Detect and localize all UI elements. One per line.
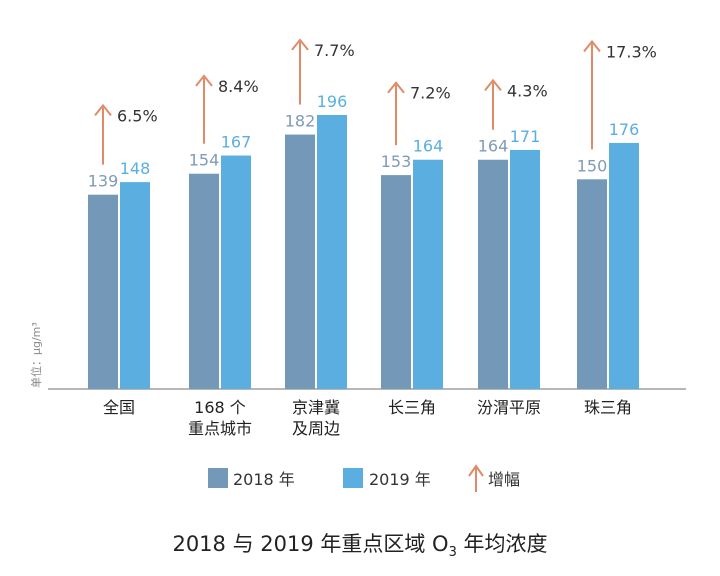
growth-arrow-head bbox=[195, 74, 213, 87]
chart-title-subscript: 3 bbox=[448, 545, 457, 561]
bar-2019 bbox=[510, 149, 540, 389]
data-label-2018: 150 bbox=[577, 156, 608, 175]
chart-title-tail: 年均浓度 bbox=[456, 532, 548, 556]
bar-2018 bbox=[88, 194, 118, 389]
legend-label-2018: 2018 年 bbox=[233, 470, 295, 489]
growth-arrow-head bbox=[387, 81, 405, 94]
bar-2019 bbox=[317, 115, 347, 389]
data-label-2019: 167 bbox=[221, 133, 252, 152]
category-label: 汾渭平原 bbox=[477, 398, 541, 417]
bar-2018 bbox=[189, 173, 219, 389]
y-axis-unit-label: 单位：μg/m³ bbox=[29, 322, 43, 388]
growth-label: 8.4% bbox=[218, 77, 259, 96]
data-label-2019: 196 bbox=[317, 92, 348, 111]
data-label-2018: 154 bbox=[189, 151, 220, 170]
growth-arrow-head bbox=[94, 103, 112, 117]
growth-label: 17.3% bbox=[606, 42, 657, 61]
bar-2018 bbox=[478, 159, 508, 389]
category-label: 168 个 bbox=[194, 398, 246, 417]
legend-arrow-head bbox=[468, 464, 484, 477]
bar-2018 bbox=[381, 175, 411, 389]
data-label-2018: 139 bbox=[88, 172, 119, 191]
legend-swatch-2018 bbox=[208, 468, 228, 488]
data-label-2019: 176 bbox=[609, 120, 640, 139]
bar-2019 bbox=[221, 155, 251, 389]
data-label-2018: 164 bbox=[478, 137, 509, 156]
data-label-2019: 171 bbox=[510, 127, 541, 146]
legend-swatch-2019 bbox=[343, 468, 363, 488]
chart-title-main: 2018 与 2019 年重点区域 O bbox=[172, 532, 449, 556]
category-label: 长三角 bbox=[388, 398, 436, 417]
bar-2018 bbox=[285, 134, 315, 389]
legend-label-2019: 2019 年 bbox=[369, 470, 431, 489]
data-label-2019: 148 bbox=[120, 159, 151, 178]
growth-arrow-head bbox=[484, 78, 502, 92]
growth-arrow-head bbox=[291, 38, 309, 51]
legend-label-growth: 增幅 bbox=[488, 470, 520, 489]
data-label-2019: 164 bbox=[413, 137, 444, 156]
category-label: 珠三角 bbox=[584, 398, 632, 417]
data-label-2018: 182 bbox=[285, 112, 316, 131]
growth-label: 6.5% bbox=[117, 106, 158, 125]
category-label: 重点城市 bbox=[188, 419, 252, 438]
category-label: 全国 bbox=[103, 398, 135, 417]
category-label: 京津冀 bbox=[292, 398, 340, 417]
data-label-2018: 153 bbox=[381, 152, 412, 171]
growth-label: 7.7% bbox=[314, 41, 355, 60]
growth-label: 4.3% bbox=[507, 81, 548, 100]
category-label: 及周边 bbox=[292, 419, 340, 438]
growth-label: 7.2% bbox=[410, 84, 451, 103]
bar-2018 bbox=[577, 179, 607, 389]
bar-2019 bbox=[413, 159, 443, 389]
chart-title: 2018 与 2019 年重点区域 O3 年均浓度 bbox=[0, 528, 720, 560]
growth-arrow-head bbox=[583, 39, 601, 53]
bar-2019 bbox=[609, 142, 639, 389]
bar-2019 bbox=[120, 182, 150, 389]
